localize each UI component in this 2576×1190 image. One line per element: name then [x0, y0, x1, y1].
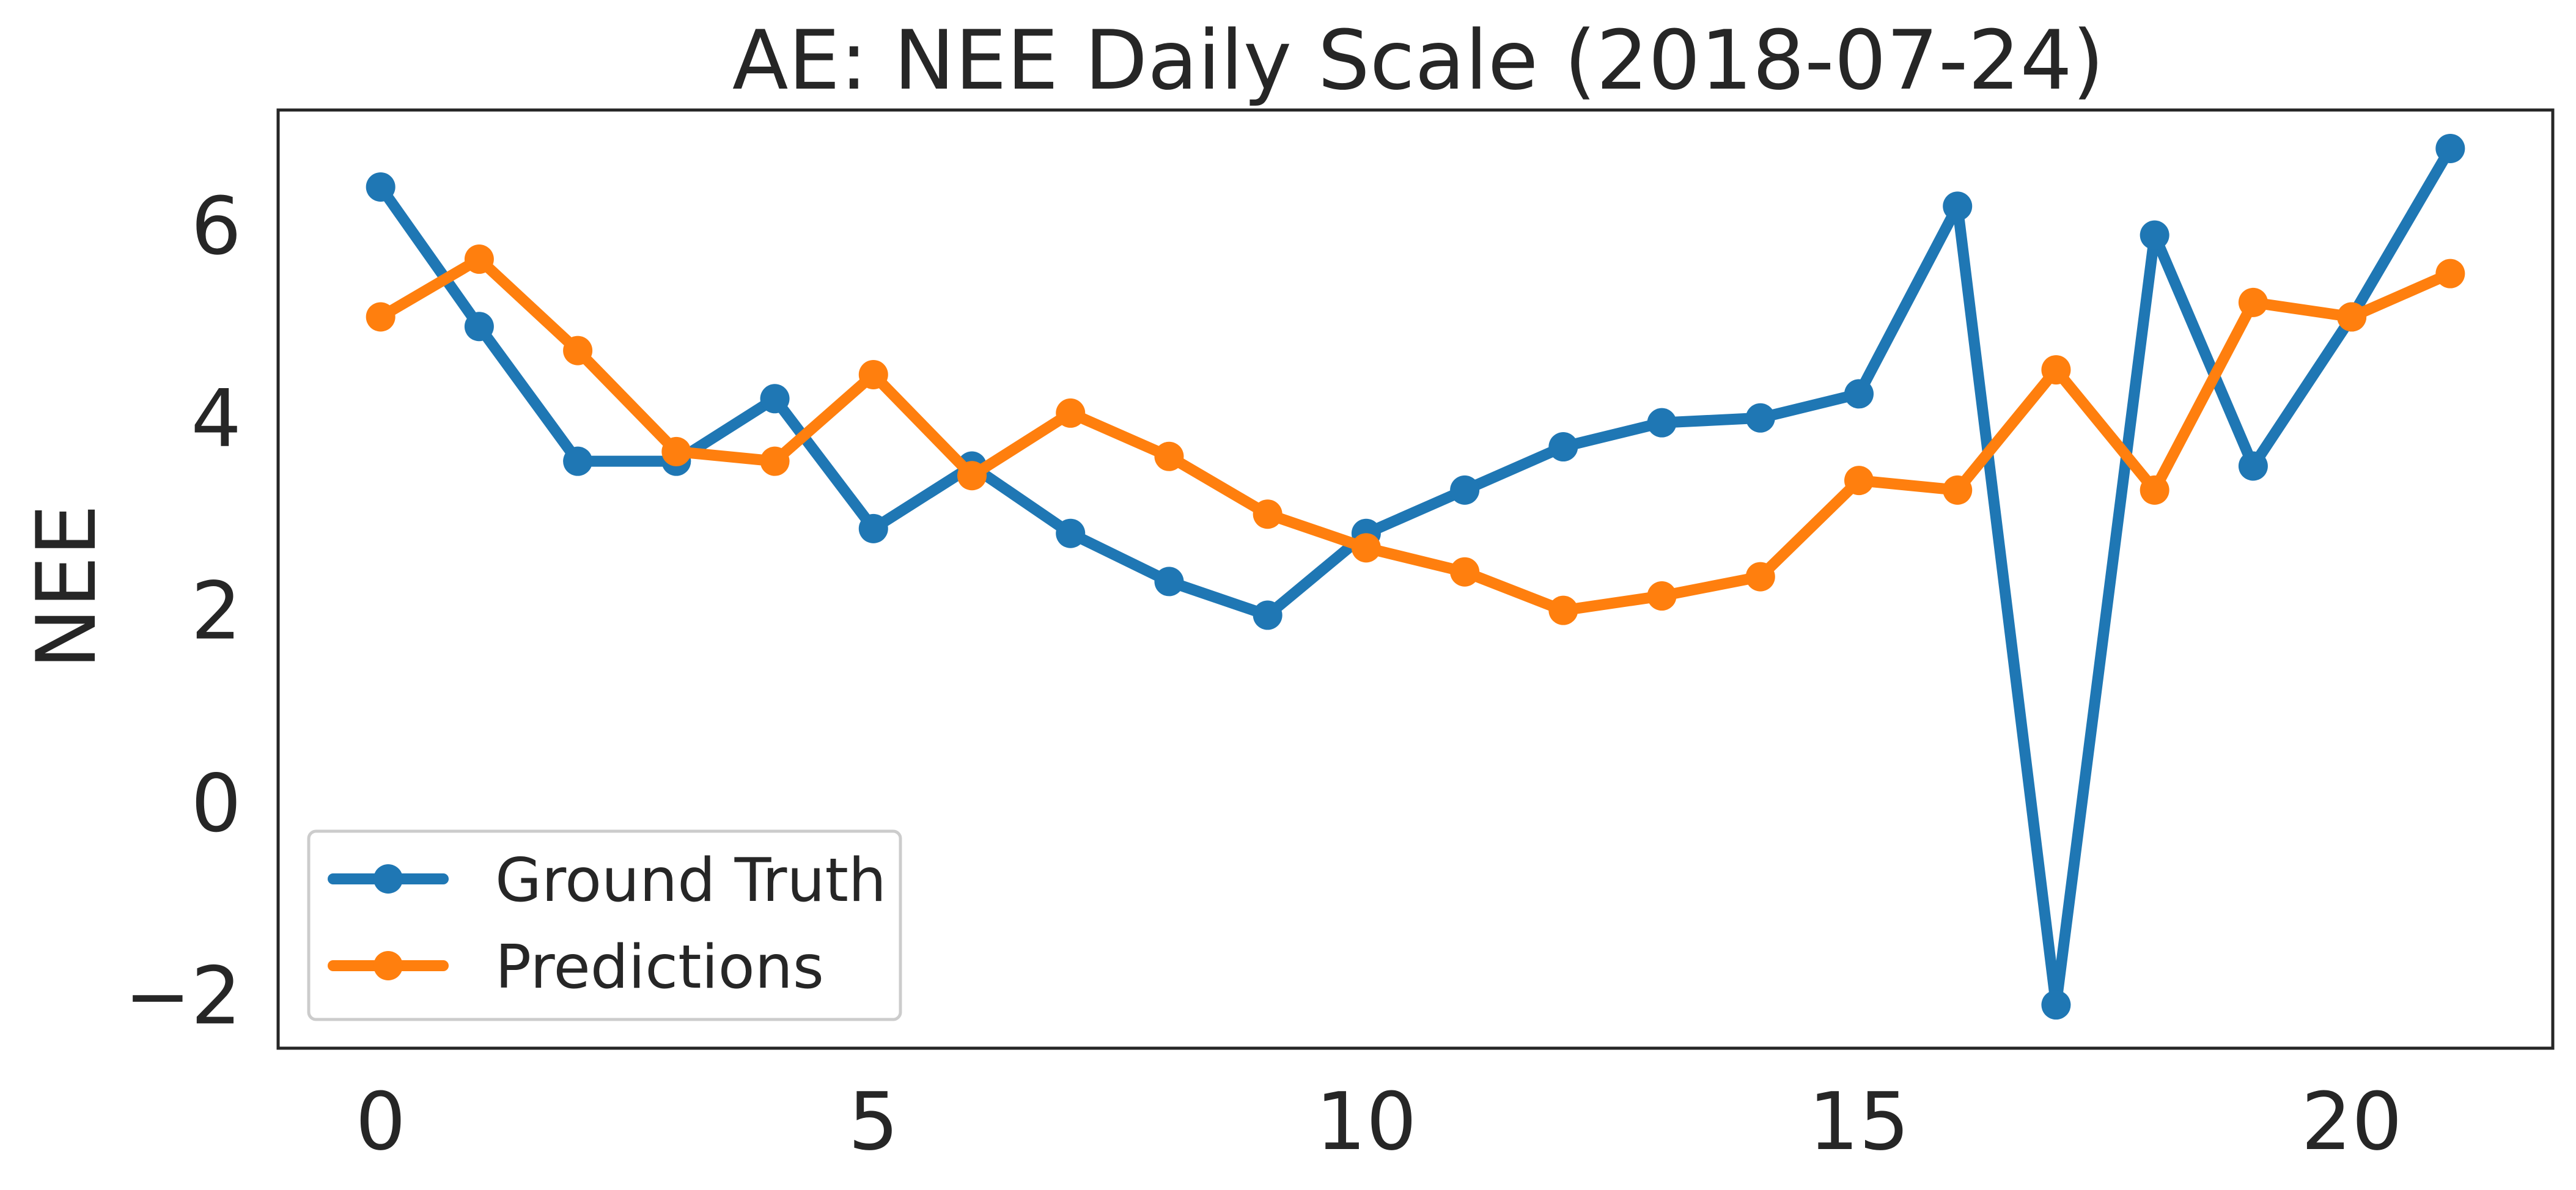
data-point — [1548, 432, 1578, 462]
y-tick-label: −2 — [124, 949, 241, 1042]
series-line-predictions — [375, 254, 2456, 616]
data-point — [858, 513, 888, 543]
data-point — [1450, 557, 1480, 587]
data-point — [1943, 191, 1973, 221]
data-point — [1253, 499, 1282, 529]
data-point — [1351, 533, 1381, 563]
data-point — [1745, 562, 1775, 592]
data-point — [1450, 475, 1480, 505]
data-point — [2238, 451, 2268, 481]
data-point — [1745, 403, 1775, 433]
data-point — [1253, 600, 1282, 630]
legend-label: Predictions — [495, 933, 824, 1002]
data-point — [366, 302, 396, 332]
data-point — [1154, 441, 1184, 471]
y-tick-label: 0 — [191, 757, 241, 850]
data-point — [464, 312, 494, 342]
data-point — [2140, 220, 2169, 250]
x-tick-label: 10 — [1316, 1075, 1416, 1168]
legend: Ground Truth Predictions — [307, 829, 902, 1021]
data-point — [1647, 408, 1677, 438]
data-point — [1844, 466, 1874, 496]
x-tick-label: 20 — [2301, 1075, 2402, 1168]
data-point — [1647, 581, 1677, 611]
data-point — [1844, 379, 1874, 409]
data-point — [2041, 355, 2071, 385]
data-point — [1056, 518, 1086, 548]
data-point — [1154, 567, 1184, 597]
axes: 0 5 10 15 20 −2 0 2 4 6 — [124, 108, 2555, 1168]
data-point — [858, 359, 888, 389]
legend-box — [307, 829, 902, 1021]
data-point — [760, 384, 790, 414]
plot-frame — [276, 108, 2555, 1050]
data-point — [2435, 133, 2465, 163]
data-point — [366, 172, 396, 202]
y-tick-label: 4 — [191, 372, 241, 465]
x-tick-label: 0 — [355, 1075, 406, 1168]
x-tick-label: 15 — [1808, 1075, 1909, 1168]
y-axis-label: NEE — [19, 504, 114, 669]
data-point — [957, 461, 987, 491]
chart-title: AE: NEE Daily Scale (2018-07-24) — [732, 13, 2104, 108]
plot-series — [366, 133, 2465, 1020]
data-point — [2337, 302, 2367, 332]
data-point — [2238, 287, 2268, 317]
legend-label: Ground Truth — [495, 846, 886, 916]
series-line-ground-truth — [375, 142, 2456, 1011]
data-point — [1548, 595, 1578, 625]
data-point — [563, 446, 593, 476]
y-tick-label: 2 — [191, 565, 241, 658]
data-point — [2041, 990, 2071, 1020]
data-point — [760, 446, 790, 476]
x-tick-label: 5 — [848, 1075, 899, 1168]
data-point — [1943, 475, 1973, 505]
data-point — [661, 436, 691, 466]
data-point — [2435, 259, 2465, 288]
y-tick-label: 6 — [191, 180, 241, 273]
data-point — [1056, 398, 1086, 428]
data-point — [563, 336, 593, 365]
data-point — [464, 244, 494, 274]
data-point — [2140, 475, 2169, 505]
legend-marker — [374, 951, 403, 980]
legend-marker — [374, 864, 403, 894]
